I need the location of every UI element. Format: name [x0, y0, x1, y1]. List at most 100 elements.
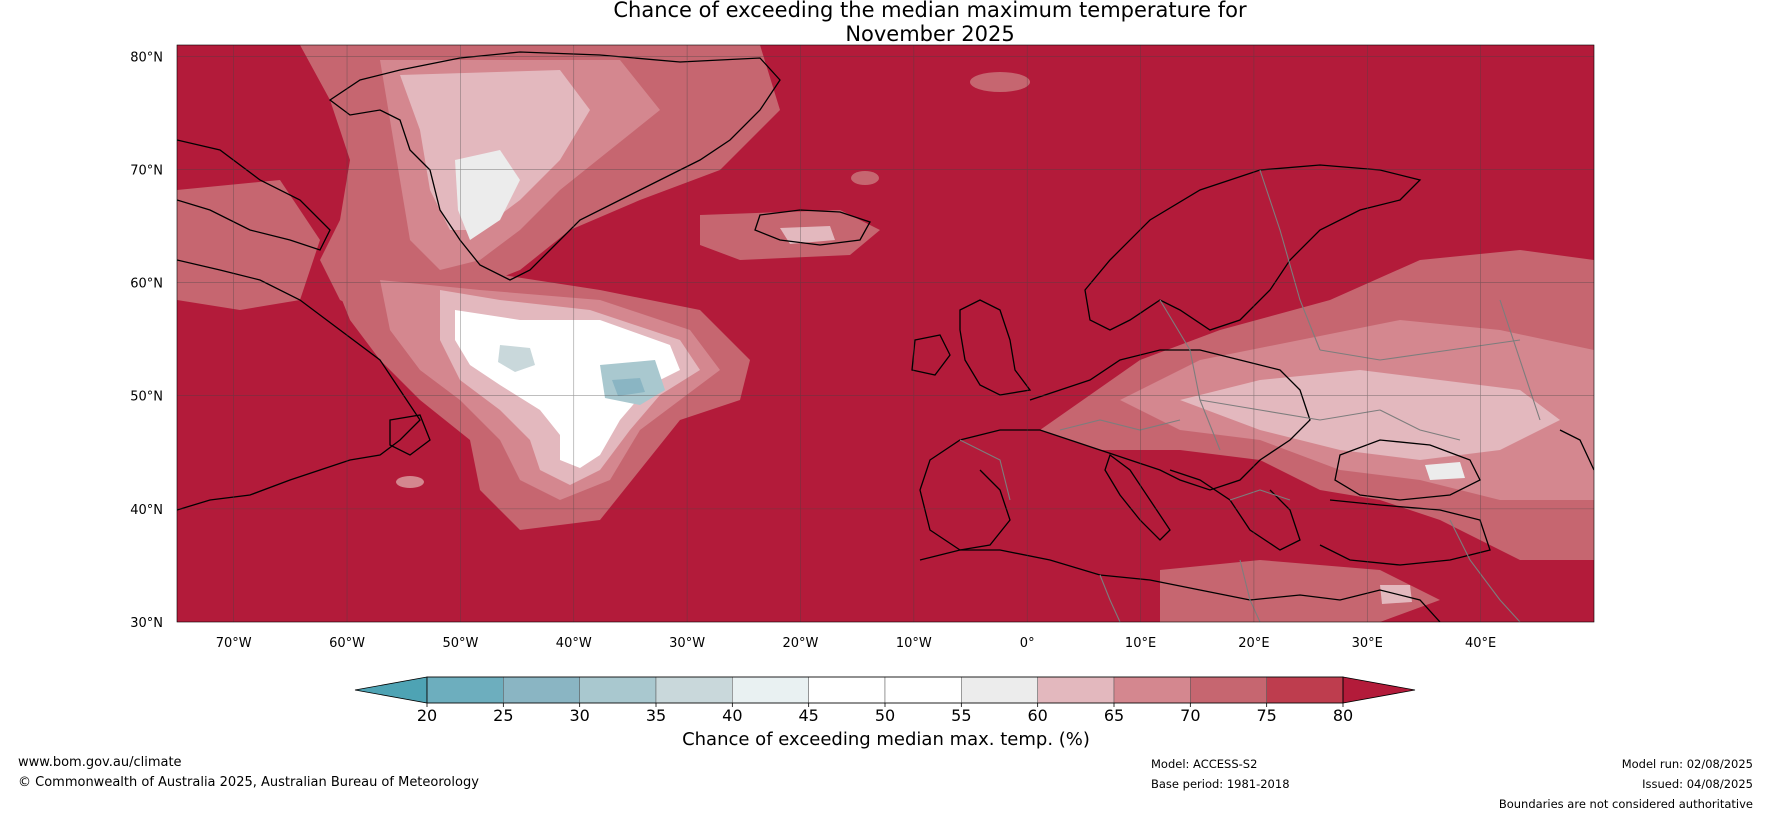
svalbard-patch [970, 72, 1030, 92]
europe-anomaly-inner [1180, 370, 1560, 460]
colorbar-tick-label: 55 [951, 706, 971, 725]
labrador-anomaly [177, 180, 320, 310]
greenland-coast [328, 51, 781, 281]
colorbar-tick-label: 60 [1027, 706, 1047, 725]
lon-label: 40°W [556, 636, 592, 651]
latitude-labels: 80°N 70°N 60°N 50°N 40°N 30°N [130, 50, 163, 631]
mideast-anomaly [1160, 560, 1440, 622]
colorbar-extend-high [1342, 676, 1416, 704]
lat-label: 60°N [130, 277, 163, 292]
border-6 [1379, 409, 1461, 441]
colorbar: 20 25 30 35 40 45 50 55 60 65 70 75 80 [354, 676, 1416, 725]
uk-coast [959, 299, 1032, 396]
border-5 [1199, 399, 1381, 421]
map-frame [176, 44, 1595, 623]
caucasus-anomaly [1425, 462, 1465, 480]
footer-copyright: © Commonwealth of Australia 2025, Austra… [18, 775, 479, 790]
greenland-anomaly-core [455, 150, 520, 240]
jan-mayen-patch [851, 171, 879, 185]
north-africa-coast [919, 549, 1441, 622]
coastlines [177, 51, 1594, 622]
labrador-coast [177, 259, 421, 511]
colorbar-segment [1266, 676, 1344, 704]
colorbar-label: Chance of exceeding median max. temp. (%… [682, 729, 1090, 750]
italy-coast [1104, 453, 1171, 541]
atlantic-anomaly-cool-1 [498, 345, 535, 372]
lon-label: 70°W [216, 636, 252, 651]
turkey-coast [1319, 499, 1491, 566]
balkans-coast [1169, 469, 1301, 551]
lon-label: 0° [1020, 636, 1035, 651]
border-1 [1159, 299, 1221, 451]
lat-label: 30°N [130, 616, 163, 631]
footer-issued: Issued: 04/08/2025 [1642, 777, 1753, 791]
lat-label: 40°N [130, 503, 163, 518]
colorbar-extend-low [354, 676, 428, 704]
colorbar-tick-label: 35 [646, 706, 666, 725]
border-12 [1499, 299, 1541, 421]
border-9 [1099, 574, 1121, 622]
newfoundland-coast [389, 414, 431, 456]
atlantic-patch-small [396, 476, 424, 488]
europe-coast [919, 349, 1311, 551]
colorbar-segment [808, 676, 886, 704]
anomaly-fields [177, 45, 1594, 622]
colorbar-tick-label: 40 [722, 706, 742, 725]
colorbar-segment [503, 676, 580, 704]
colorbar-tick-label: 20 [417, 706, 437, 725]
footer-boundaries-note: Boundaries are not considered authoritat… [1498, 797, 1753, 811]
atlantic-anomaly-cool-3 [612, 378, 645, 396]
title-line-2: November 2025 [845, 22, 1015, 46]
lon-label: 20°W [783, 636, 819, 651]
ireland-coast [911, 334, 951, 376]
lat-label: 80°N [130, 50, 163, 65]
iceland-coast [754, 209, 871, 246]
greenland-anomaly-inner [400, 70, 590, 230]
border-7 [1449, 519, 1521, 622]
colorbar-segment [1190, 676, 1267, 704]
lat-label: 50°N [130, 390, 163, 405]
colorbar-tick-label: 65 [1104, 706, 1124, 725]
colorbar-segment [426, 676, 504, 704]
colorbar-segment [1037, 676, 1115, 704]
iceland-anomaly-core [780, 226, 835, 244]
colorbar-tick-label: 45 [798, 706, 818, 725]
colorbar-segment [732, 676, 809, 704]
colorbar-segment [884, 676, 962, 704]
footer-base-period: Base period: 1981-2018 [1151, 777, 1290, 791]
colorbar-tick-label: 70 [1180, 706, 1200, 725]
title-line-1: Chance of exceeding the median maximum t… [613, 0, 1247, 22]
lon-label: 30°E [1352, 636, 1383, 651]
border-2 [1259, 169, 1321, 351]
lon-label: 50°W [442, 636, 478, 651]
colorbar-tick-label: 50 [875, 706, 895, 725]
colorbar-segment [961, 676, 1038, 704]
colorbar-tick-label: 30 [569, 706, 589, 725]
lon-label: 40°E [1465, 636, 1496, 651]
colorbar-segment [655, 676, 733, 704]
border-4 [1059, 419, 1181, 431]
footer-model: Model: ACCESS-S2 [1151, 757, 1258, 771]
footer-website: www.bom.gov.au/climate [18, 755, 182, 770]
scandinavia-coast [1084, 164, 1422, 331]
colorbar-tick-label: 25 [493, 706, 513, 725]
baffin-coast [177, 139, 331, 251]
lat-label: 70°N [130, 163, 163, 178]
chart-title: Chance of exceeding the median maximum t… [0, 0, 1770, 46]
lon-label: 60°W [329, 636, 365, 651]
graticule [177, 45, 1594, 622]
colorbar-segment [1113, 676, 1191, 704]
border-10 [959, 439, 1011, 501]
border-11 [1229, 489, 1291, 501]
footer-model-run: Model run: 02/08/2025 [1621, 757, 1753, 771]
lon-label: 20°E [1238, 636, 1269, 651]
colorbar-tick-label: 80 [1333, 706, 1353, 725]
black-sea-coast [1334, 439, 1481, 501]
colorbar-tick-label: 75 [1256, 706, 1276, 725]
lon-label: 30°W [669, 636, 705, 651]
longitude-labels: 70°W 60°W 50°W 40°W 30°W 20°W 10°W 0° 10°E 20°E 30… [216, 636, 1497, 651]
border-3 [1319, 339, 1521, 361]
country-borders [959, 169, 1541, 622]
colorbar-segment [579, 676, 657, 704]
